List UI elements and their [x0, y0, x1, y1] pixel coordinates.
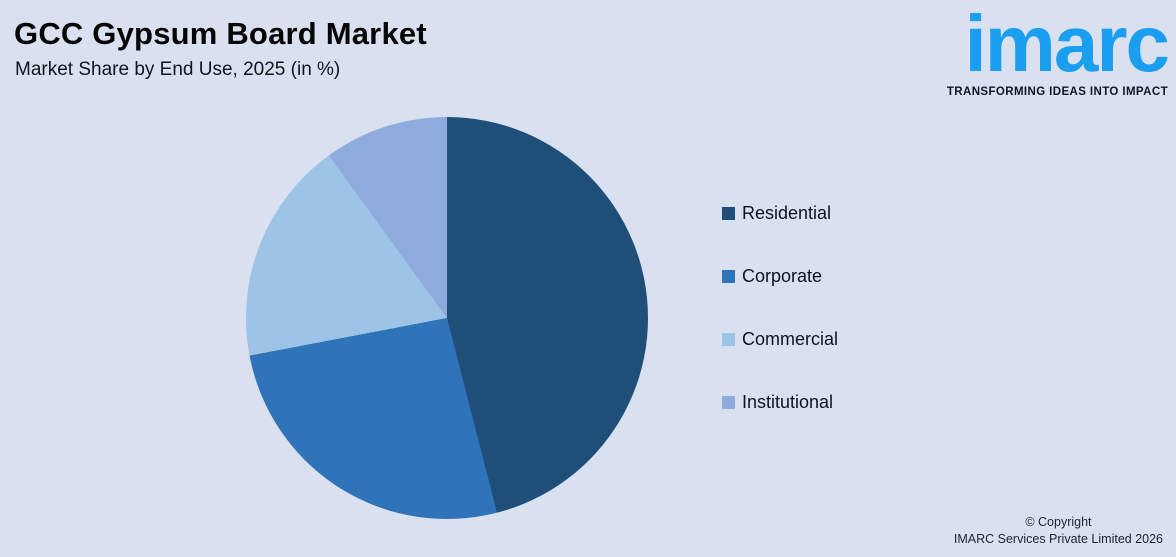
- legend-item-commercial: Commercial: [722, 328, 839, 349]
- copyright-line1: © Copyright: [1025, 515, 1092, 529]
- imarc-wordmark: imarc: [964, 0, 1170, 88]
- pie-chart: [246, 117, 648, 519]
- legend-swatch-institutional: [722, 395, 735, 409]
- page-subtitle: Market Share by End Use, 2025 (in %): [15, 59, 341, 80]
- legend-label: Residential: [742, 202, 832, 223]
- copyright-line2: IMARC Services Private Limited 2026: [953, 532, 1163, 546]
- legend-swatch-residential: [722, 206, 735, 220]
- copyright: © Copyright IMARC Services Private Limit…: [954, 514, 1163, 548]
- imarc-tagline: TRANSFORMING IDEAS INTO IMPACT: [946, 86, 1168, 98]
- legend-label: Institutional: [742, 391, 834, 412]
- legend-label: Commercial: [742, 328, 839, 349]
- chart-legend: Residential Corporate Commercial Institu…: [722, 202, 839, 456]
- page-title: GCC Gypsum Board Market: [14, 16, 427, 51]
- imarc-logo: imarc TRANSFORMING IDEAS INTO IMPACT: [928, 0, 1170, 99]
- legend-label: Corporate: [742, 265, 823, 286]
- legend-item-residential: Residential: [722, 202, 838, 223]
- legend-item-corporate: Corporate: [722, 265, 838, 286]
- legend-swatch-corporate: [722, 269, 735, 283]
- chart-header: GCC Gypsum Board Market Market Share by …: [14, 16, 427, 81]
- legend-item-institutional: Institutional: [722, 391, 838, 412]
- legend-swatch-commercial: [722, 332, 735, 346]
